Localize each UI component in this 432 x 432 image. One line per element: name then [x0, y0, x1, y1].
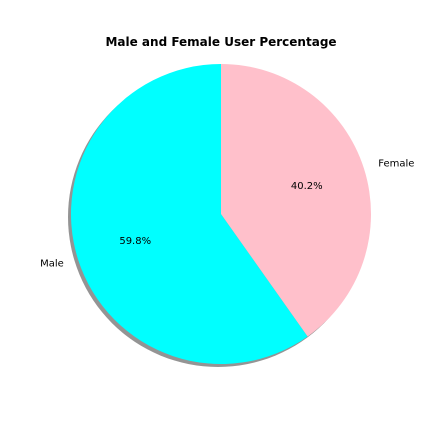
- chart-title: Male and Female User Percentage: [105, 35, 336, 49]
- category-label-male: Male: [40, 259, 64, 270]
- category-label-female: Female: [378, 158, 414, 169]
- pct-label-male: 59.8%: [119, 236, 151, 247]
- pie-slice-male: [70, 64, 308, 365]
- pie-chart: 59.8% Male 40.2% Female: [40, 64, 414, 367]
- pie-slice-female: [221, 64, 371, 337]
- pct-label-female: 40.2%: [291, 181, 323, 192]
